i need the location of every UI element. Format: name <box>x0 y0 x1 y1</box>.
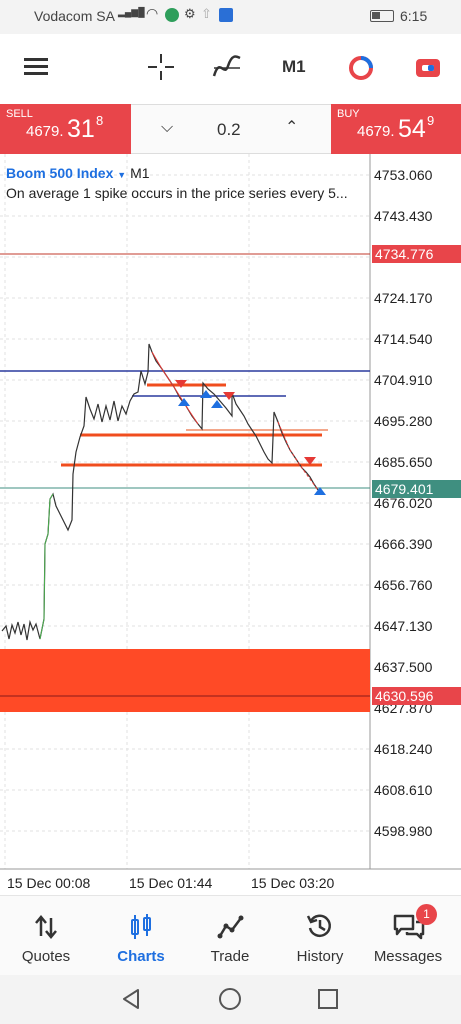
sell-price-main: 4679. <box>26 123 64 140</box>
lot-volume[interactable]: 0.2 <box>217 120 241 139</box>
back-icon[interactable] <box>120 987 142 1011</box>
symbol-description: On average 1 spike occurs in the price s… <box>6 185 348 201</box>
clock: 6:15 <box>400 8 428 24</box>
lot-selector: ⌵ 0.2 ⌃ <box>131 104 331 154</box>
price-tick: 4753.060 <box>374 167 433 183</box>
trade-icon <box>217 915 244 939</box>
lower-level-tag: 4630.596 <box>372 687 461 705</box>
app-notification-icon-2 <box>219 8 233 22</box>
nav-history[interactable]: History <box>274 896 366 976</box>
sell-arrow-marker <box>175 380 316 465</box>
buy-price-sup: 9 <box>427 113 435 128</box>
objects-icon[interactable] <box>347 54 375 82</box>
upper-level-tag: 4734.776 <box>372 245 461 263</box>
price-series <box>1 343 319 641</box>
price-tick: 4695.280 <box>374 413 433 429</box>
caret-down-icon[interactable]: ▼ <box>117 170 127 180</box>
indicators-icon[interactable] <box>212 54 242 80</box>
price-chart[interactable]: Boom 500 Index ▼ M1 On average 1 spike o… <box>0 154 461 895</box>
price-tick: 4676.020 <box>374 495 433 511</box>
recents-icon[interactable] <box>317 988 339 1010</box>
android-icon: ⚙ <box>184 6 196 21</box>
nav-label-trade: Trade <box>210 948 250 965</box>
chart-timeframe: M1 <box>130 165 150 181</box>
price-tick: 4598.980 <box>374 823 433 839</box>
nav-label-quotes: Quotes <box>21 948 71 965</box>
quotes-icon <box>35 915 57 939</box>
buy-label: BUY <box>337 108 360 120</box>
status-bar: Vodacom SA ▂▄▆█ ◠ ⚙ ⇧ 6:15 <box>0 0 461 34</box>
price-tick: 4724.170 <box>374 290 433 306</box>
supply-demand-zone <box>0 649 370 712</box>
buy-price-big: 54 <box>398 115 426 143</box>
chart-symbol-header[interactable]: Boom 500 Index ▼ M1 <box>6 165 150 181</box>
upload-icon: ⇧ <box>201 6 212 21</box>
messages-badge: 1 <box>416 904 437 925</box>
nav-messages[interactable]: 1 Messages <box>362 896 454 976</box>
nav-trade[interactable]: Trade <box>184 896 276 976</box>
one-click-trade-panel: SELL 4679. 31 8 ⌵ 0.2 ⌃ BUY 4679. 54 9 <box>0 104 461 154</box>
price-tick: 4656.760 <box>374 577 433 593</box>
time-tick: 15 Dec 01:44 <box>129 875 213 891</box>
sell-price-big: 31 <box>67 115 95 143</box>
charts-icon <box>131 914 151 939</box>
current-price-tag: 4679.401 <box>372 480 461 498</box>
price-tick: 4685.650 <box>374 454 433 470</box>
menu-icon[interactable] <box>24 58 48 76</box>
chevron-up-icon[interactable]: ⌃ <box>285 119 299 136</box>
nav-quotes[interactable]: Quotes <box>0 896 92 976</box>
nav-label-history: History <box>296 948 344 965</box>
nav-charts[interactable]: Charts <box>95 896 187 976</box>
nav-label-charts: Charts <box>117 948 165 965</box>
chart-grid <box>0 154 370 869</box>
price-tick: 4647.130 <box>374 618 433 634</box>
price-tick: 4637.500 <box>374 659 433 675</box>
symbol-name[interactable]: Boom 500 Index <box>6 165 114 181</box>
signal-icon: ▂▄▆█ <box>118 7 145 17</box>
price-tick: 4666.390 <box>374 536 433 552</box>
chart-toolbar: M1 <box>0 34 461 100</box>
bottom-navigation: Quotes Charts Trade History <box>0 895 461 975</box>
carrier-name: Vodacom SA <box>34 8 115 24</box>
nav-label-messages: Messages <box>373 948 443 965</box>
sell-button[interactable]: SELL 4679. 31 8 <box>0 104 131 154</box>
crosshair-icon[interactable] <box>148 54 174 80</box>
system-navigation-bar <box>0 975 461 1024</box>
sell-price-sup: 8 <box>96 113 104 128</box>
price-tick: 4743.430 <box>374 208 433 224</box>
buy-button[interactable]: BUY 4679. 54 9 <box>331 104 461 154</box>
wifi-icon: ◠ <box>146 5 159 21</box>
price-tick: 4714.540 <box>374 331 433 347</box>
buy-arrow-marker <box>178 390 326 495</box>
price-tick: 4618.240 <box>374 741 433 757</box>
home-icon[interactable] <box>218 987 242 1011</box>
chart-canvas[interactable] <box>0 154 461 895</box>
timeframe-button[interactable]: M1 <box>282 57 306 76</box>
price-tick: 4608.610 <box>374 782 433 798</box>
battery-icon <box>370 10 394 22</box>
time-tick: 15 Dec 00:08 <box>7 875 91 891</box>
chevron-down-icon[interactable]: ⌵ <box>161 119 174 136</box>
time-tick: 15 Dec 03:20 <box>251 875 335 891</box>
buy-price-main: 4679. <box>357 123 395 140</box>
history-icon <box>306 914 331 938</box>
one-click-trade-icon[interactable] <box>414 56 442 80</box>
app-notification-icon <box>165 8 179 22</box>
sell-label: SELL <box>6 108 33 120</box>
price-tick: 4704.910 <box>374 372 433 388</box>
